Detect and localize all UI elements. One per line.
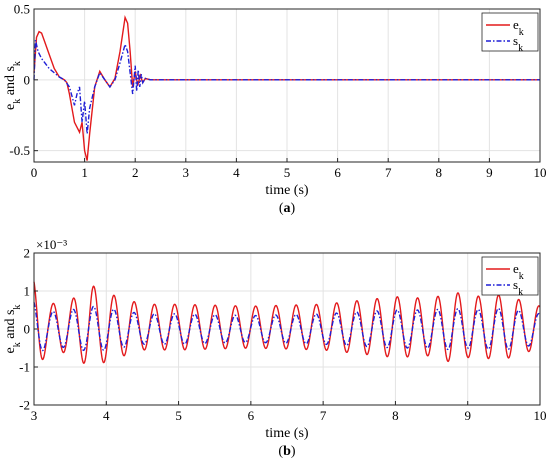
x-tick-label: 5 xyxy=(284,165,291,180)
x-tick-label: 2 xyxy=(132,165,139,180)
x-tick-label: 6 xyxy=(248,408,255,423)
legend-label-s-k: sk xyxy=(513,33,523,54)
legend-box xyxy=(481,12,539,52)
series-s-k-line xyxy=(33,302,541,352)
y-tick-label: -0.5 xyxy=(9,143,30,158)
x-tick-label: 9 xyxy=(486,165,493,180)
x-tick-label: 6 xyxy=(334,165,341,180)
panel-b-caption: (b) xyxy=(278,444,295,459)
panel-a-grid xyxy=(34,9,540,162)
panel-a: 0 1 2 3 4 5 6 7 8 9 10-0.500.5 time (s) ek and sk … xyxy=(3,2,547,217)
legend-label-e-k: ek xyxy=(513,17,524,38)
x-tick-label: 7 xyxy=(385,165,392,180)
y-tick-label: 0 xyxy=(24,322,31,337)
x-tick-label: 9 xyxy=(464,408,471,423)
series-s-k-line xyxy=(33,40,540,134)
panel-a-xlabel: time (s) xyxy=(265,183,308,198)
x-tick-label: 3 xyxy=(183,165,190,180)
x-tick-label: 7 xyxy=(320,408,327,423)
y-tick-label: 1 xyxy=(24,284,31,299)
x-tick-label: 1 xyxy=(81,165,88,180)
panel-b-scale-note: ×10⁻³ xyxy=(36,237,67,252)
y-tick-label: -1 xyxy=(19,360,30,375)
panel-b-xlabel: time (s) xyxy=(265,426,308,441)
x-tick-label: 10 xyxy=(534,165,547,180)
panel-b-grid xyxy=(34,253,540,405)
x-tick-label: 8 xyxy=(436,165,443,180)
panel-a-ylabel: ek and sk xyxy=(3,61,23,110)
x-tick-label: 4 xyxy=(233,165,240,180)
x-tick-label: 3 xyxy=(31,408,38,423)
x-tick-label: 10 xyxy=(534,408,547,423)
legend-box xyxy=(481,256,539,296)
legend-label-s-k: sk xyxy=(513,277,523,298)
panel-b-ticks: 3 4 5 6 7 8 9 10 -2 -1 0 1 2 xyxy=(19,246,546,424)
y-tick-label: 0 xyxy=(24,72,31,87)
y-tick-label: 0.5 xyxy=(14,2,30,17)
series-e-k-line xyxy=(33,281,541,365)
y-tick-label: -2 xyxy=(19,398,30,413)
x-tick-label: 5 xyxy=(175,408,182,423)
x-tick-label: 8 xyxy=(392,408,399,423)
x-tick-label: 4 xyxy=(103,408,110,423)
x-tick-label: 0 xyxy=(31,165,38,180)
y-tick-label: 2 xyxy=(24,246,31,261)
panel-a-caption: (a) xyxy=(279,201,296,216)
panel-a-ticks: 0 1 2 3 4 5 6 7 8 9 10-0.500.5 xyxy=(9,2,546,181)
panel-b-series xyxy=(33,281,541,365)
panel-b: 3 4 5 6 7 8 9 10 -2 -1 0 1 2 ×10⁻³ time (s) ek and s… xyxy=(3,237,547,459)
panel-a-series xyxy=(33,15,540,161)
legend-label-e-k: ek xyxy=(513,261,524,282)
panel-b-ylabel: ek and sk xyxy=(3,305,23,354)
